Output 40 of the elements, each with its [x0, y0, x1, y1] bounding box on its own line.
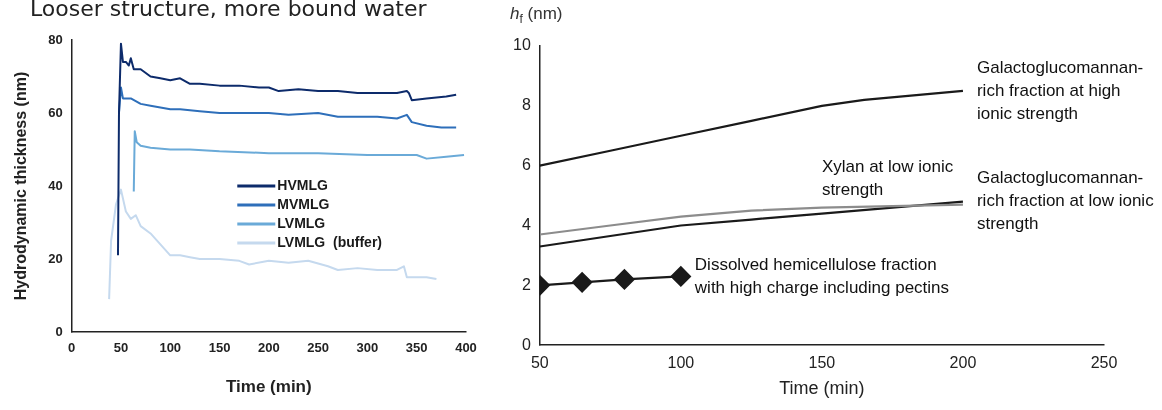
point	[614, 269, 635, 290]
x-tick-label: 250	[1090, 354, 1118, 372]
x-tick-label: 250	[307, 340, 329, 356]
point	[572, 272, 593, 293]
chart-title: Looser structure, more bound water	[30, 0, 427, 21]
x-tick-label: 50	[530, 354, 549, 372]
y-axis-title: Hydrodynamic thickness (nm)	[12, 71, 30, 301]
point	[670, 266, 691, 287]
y-tick-label: 40	[48, 177, 63, 193]
series-label: Xylan at low ionic strength	[821, 156, 954, 199]
legend-label: LVMLG	[277, 214, 326, 231]
y-axis-title: h$_{f}$ (nm)	[510, 4, 563, 27]
x-tick-label: 200	[257, 340, 280, 356]
x-tick-label: 150	[208, 340, 231, 356]
y-tick-label: 6	[521, 156, 531, 174]
x-tick-label: 350	[405, 340, 428, 356]
x-tick-label: 50	[113, 340, 129, 356]
y-tick-label: 80	[48, 31, 63, 47]
y-tick-label: 10	[513, 36, 531, 54]
series-label: Galactoglucomannan-rich fraction at low ionic strength	[976, 168, 1155, 234]
y-tick-label: 20	[48, 250, 63, 266]
y-tick-label: 8	[521, 96, 531, 114]
y-tick-label: 60	[48, 104, 63, 120]
y-tick-label: 4	[521, 215, 531, 233]
y-tick-label: 0	[55, 323, 63, 339]
y-tick-label: 2	[521, 275, 531, 293]
legend-label: HVMLG	[277, 176, 328, 193]
series-label: Dissolved hemicellulose fraction with high charge including pectins	[693, 254, 950, 297]
x-tick-label: 150	[808, 354, 836, 372]
x-tick-label: 100	[667, 354, 695, 372]
x-tick-label: 0	[68, 340, 76, 356]
series-label: Galactoglucomannan-rich fraction at high ionic strength	[976, 57, 1144, 123]
x-tick-label: 200	[949, 354, 977, 372]
x-tick-label: 300	[356, 340, 379, 356]
x-axis-title: Time (min)	[226, 377, 312, 397]
x-tick-label: 100	[159, 340, 182, 356]
legend-label: MVMLG	[277, 195, 330, 212]
x-tick-label: 400	[455, 340, 477, 356]
x-axis-title: Time (min)	[779, 378, 865, 399]
legend-label: LVMLG (buffer)	[277, 233, 383, 250]
